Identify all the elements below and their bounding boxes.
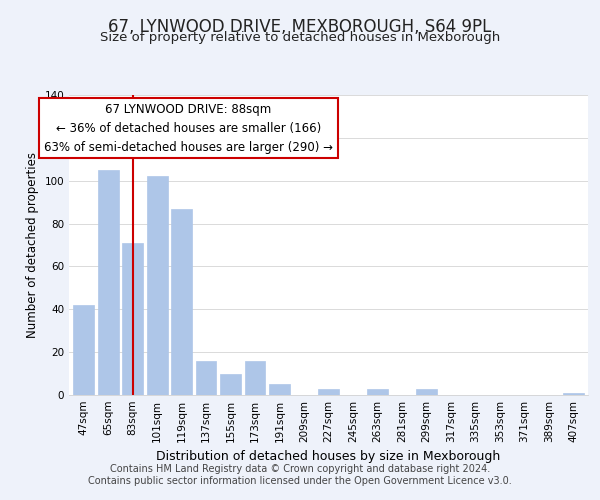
Text: Contains HM Land Registry data © Crown copyright and database right 2024.: Contains HM Land Registry data © Crown c… (110, 464, 490, 474)
Bar (416, 388, 437, 395)
Bar (122, 243, 143, 395)
Bar (269, 384, 290, 395)
Bar (196, 360, 217, 395)
Bar (98, 170, 119, 395)
Bar (367, 388, 388, 395)
Bar (245, 360, 265, 395)
Text: Contains public sector information licensed under the Open Government Licence v3: Contains public sector information licen… (88, 476, 512, 486)
Bar (318, 388, 339, 395)
Text: 67 LYNWOOD DRIVE: 88sqm
← 36% of detached houses are smaller (166)
63% of semi-d: 67 LYNWOOD DRIVE: 88sqm ← 36% of detache… (44, 102, 333, 154)
Bar (171, 208, 192, 395)
Bar (563, 393, 584, 395)
Text: Size of property relative to detached houses in Mexborough: Size of property relative to detached ho… (100, 31, 500, 44)
Bar (147, 176, 167, 395)
Text: 67, LYNWOOD DRIVE, MEXBOROUGH, S64 9PL: 67, LYNWOOD DRIVE, MEXBOROUGH, S64 9PL (109, 18, 491, 36)
Bar (73, 305, 94, 395)
Y-axis label: Number of detached properties: Number of detached properties (26, 152, 39, 338)
X-axis label: Distribution of detached houses by size in Mexborough: Distribution of detached houses by size … (157, 450, 500, 464)
Bar (220, 374, 241, 395)
